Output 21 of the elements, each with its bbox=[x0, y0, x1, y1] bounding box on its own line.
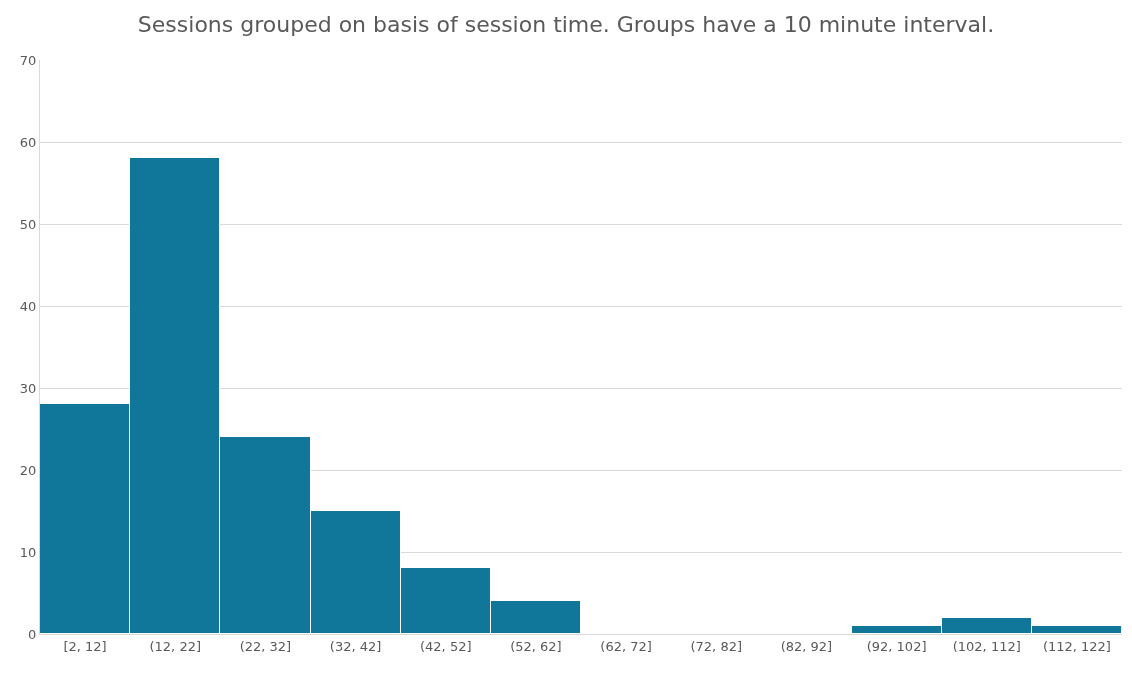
y-tick-label: 20 bbox=[19, 462, 37, 478]
x-tick-label: [2, 12] bbox=[63, 638, 107, 654]
y-tick-label: 70 bbox=[19, 52, 37, 68]
x-tick-label: (32, 42] bbox=[329, 638, 382, 654]
x-tick-label: (72, 82] bbox=[690, 638, 742, 654]
x-tick-label: (42, 52] bbox=[420, 638, 472, 654]
x-tick-label: (22, 32] bbox=[239, 638, 292, 654]
y-tick-label: 30 bbox=[19, 380, 37, 396]
y-tick-label: 0 bbox=[28, 626, 37, 642]
x-tick-label: (82, 92] bbox=[780, 638, 833, 654]
x-tick-label: (102, 112] bbox=[952, 638, 1021, 654]
x-tick-label: (62, 72] bbox=[600, 638, 652, 654]
y-tick-label: 40 bbox=[19, 298, 37, 314]
x-tick-label: (12, 22] bbox=[149, 638, 201, 654]
y-tick-label: 60 bbox=[19, 134, 37, 150]
y-tick-label: 10 bbox=[19, 544, 37, 560]
x-tick-label: (112, 122] bbox=[1042, 638, 1111, 654]
chart-title: Sessions grouped on basis of session time. Groups have a 10 minute interval. bbox=[137, 12, 995, 38]
x-tick-label: (52, 62] bbox=[510, 638, 562, 654]
x-tick-label: (92, 102] bbox=[866, 638, 927, 654]
y-tick-label: 50 bbox=[19, 216, 37, 232]
